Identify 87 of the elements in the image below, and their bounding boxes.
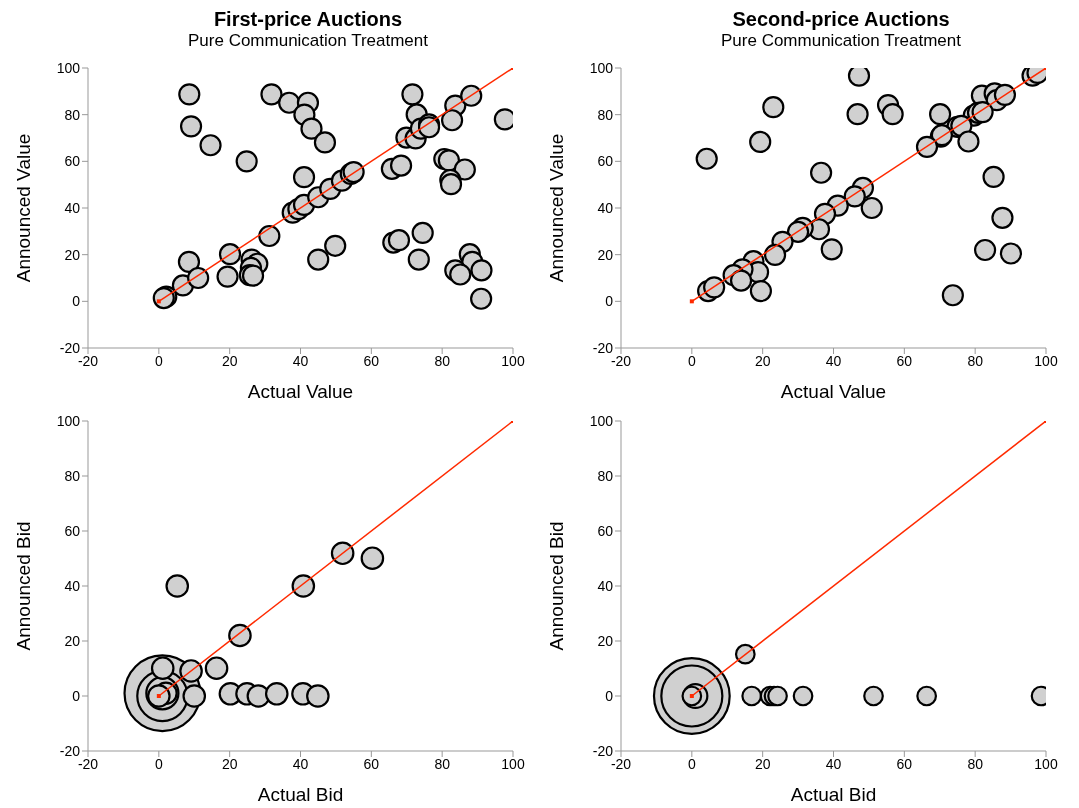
y-axis-title: Announced Value [545, 133, 567, 283]
x-axis-title: Actual Bid [257, 784, 344, 805]
x-tick-label: 0 [154, 352, 163, 369]
point [999, 242, 1023, 265]
y-tick-label: 40 [597, 199, 614, 216]
y-tick-label: -20 [592, 742, 614, 759]
x-axis-title: Actual Bid [790, 784, 877, 805]
y-tick-label: 100 [56, 412, 81, 429]
x-tick-label: 20 [754, 755, 771, 772]
y-tick-label: 20 [597, 246, 614, 263]
x-tick-label: 0 [687, 352, 696, 369]
point [860, 196, 883, 220]
y-tick-label: 100 [589, 412, 614, 429]
x-axis-title: Actual Value [247, 381, 354, 402]
x-tick-label: 20 [221, 755, 238, 772]
chart-subtitle: Pure Communication Treatment [187, 31, 429, 51]
y-tick-label: 40 [597, 577, 614, 594]
point [941, 284, 964, 307]
y-tick-label: 80 [64, 106, 81, 123]
x-tick-label: 100 [1034, 755, 1058, 772]
x-tick-label: 100 [1034, 352, 1058, 369]
point [973, 238, 997, 262]
point [982, 165, 1005, 189]
x-tick-label: 40 [825, 352, 842, 369]
point [847, 68, 871, 87]
point [929, 103, 952, 126]
point [703, 276, 726, 299]
y-tick-label: 60 [64, 153, 81, 170]
y-tick-label: 80 [597, 467, 614, 484]
y-tick-label: -20 [592, 339, 614, 356]
y-tick-label: 40 [64, 577, 81, 594]
x-tick-label: 80 [967, 352, 984, 369]
chart-title: First-price Auctions [212, 8, 404, 31]
y-tick-label: -20 [59, 339, 81, 356]
x-tick-label: 60 [363, 755, 380, 772]
point [846, 103, 869, 126]
point [991, 206, 1014, 229]
y-tick-label: 60 [597, 522, 614, 539]
point [881, 103, 904, 126]
point [749, 279, 772, 303]
y-tick-label: 100 [589, 59, 614, 76]
x-tick-label: 0 [154, 755, 163, 772]
chart-subtitle: Pure Communication Treatment [720, 31, 962, 51]
y-tick-label: 0 [605, 687, 614, 704]
y-tick-label: 0 [605, 293, 614, 310]
x-tick-label: 60 [896, 352, 913, 369]
y-axis-title: Announced Value [12, 133, 34, 283]
x-tick-label: 0 [687, 755, 696, 772]
y-tick-label: 0 [72, 293, 81, 310]
point [695, 147, 718, 170]
point [915, 135, 939, 158]
y-tick-label: 100 [56, 59, 81, 76]
chart-title: Second-price Auctions [731, 8, 951, 31]
x-tick-label: 100 [501, 352, 525, 369]
point [763, 243, 787, 266]
y-tick-label: 80 [597, 106, 614, 123]
y-tick-label: 0 [72, 687, 81, 704]
y-tick-label: 20 [64, 246, 81, 263]
x-tick-label: 40 [292, 352, 309, 369]
y-axis-title: Announced Bid [12, 521, 34, 651]
x-tick-label: 60 [363, 352, 380, 369]
y-tick-label: 60 [597, 153, 614, 170]
y-tick-label: 40 [64, 199, 81, 216]
x-tick-label: 40 [292, 755, 309, 772]
y-axis-title: Announced Bid [545, 521, 567, 651]
x-tick-label: 20 [221, 352, 238, 369]
y-tick-label: 80 [64, 467, 81, 484]
y-tick-label: -20 [59, 742, 81, 759]
y-tick-label: 20 [64, 632, 81, 649]
x-axis-title: Actual Value [780, 381, 887, 402]
x-tick-label: 20 [754, 352, 771, 369]
x-tick-label: 40 [825, 755, 842, 772]
point [810, 161, 833, 184]
x-tick-label: 100 [501, 755, 525, 772]
point [762, 96, 785, 119]
x-tick-label: 80 [434, 352, 451, 369]
point [749, 130, 772, 154]
point [971, 101, 994, 124]
point [820, 238, 843, 261]
x-tick-label: 80 [434, 755, 451, 772]
point [689, 299, 694, 304]
x-tick-label: 80 [967, 755, 984, 772]
y-tick-label: 20 [597, 632, 614, 649]
point [957, 130, 980, 153]
x-tick-label: 60 [896, 755, 913, 772]
y-tick-label: 60 [64, 522, 81, 539]
point [729, 269, 753, 292]
